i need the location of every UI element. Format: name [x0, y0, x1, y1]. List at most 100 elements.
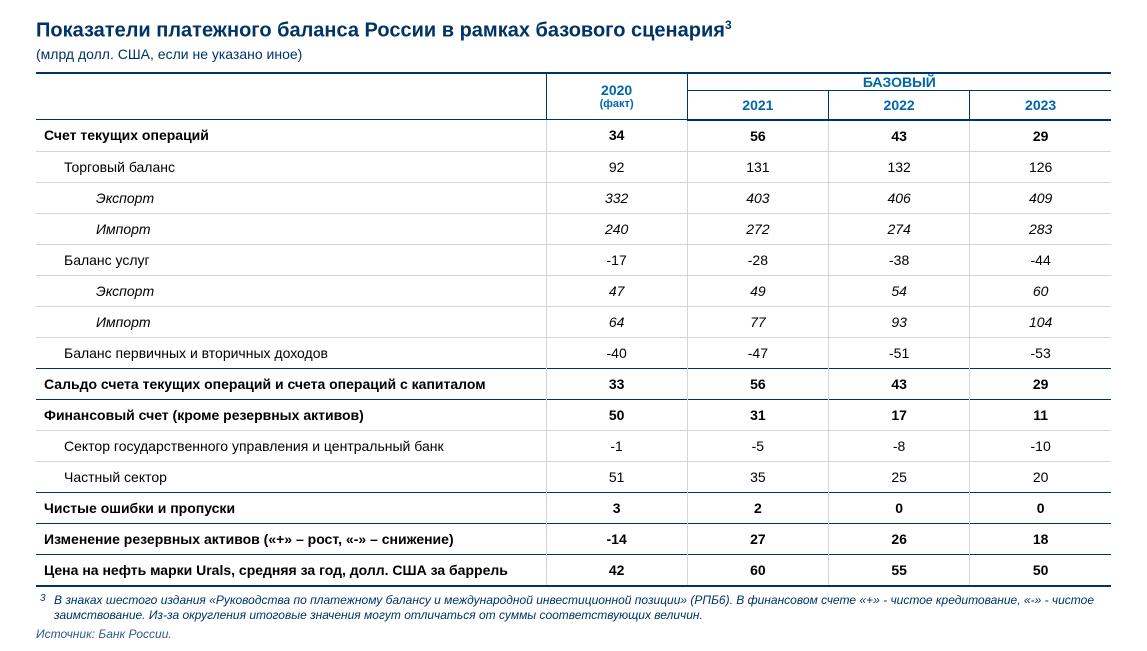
- table-row: Финансовый счет (кроме резервных активов…: [36, 399, 1111, 430]
- page-subtitle: (млрд долл. США, если не указано иное): [36, 46, 1111, 62]
- source-line: Источник: Банк России.: [36, 627, 1111, 641]
- row-value: 42: [546, 554, 687, 586]
- row-value: 0: [829, 492, 970, 523]
- row-value: -53: [970, 337, 1111, 368]
- table-row: Чистые ошибки и пропуски3200: [36, 492, 1111, 523]
- row-value: 54: [829, 275, 970, 306]
- title-super: 3: [725, 18, 732, 32]
- table-row: Сектор государственного управления и цен…: [36, 430, 1111, 461]
- row-value: 34: [546, 120, 687, 152]
- header-blank: [36, 73, 546, 120]
- row-value: 47: [546, 275, 687, 306]
- row-label: Частный сектор: [36, 461, 546, 492]
- table-row: Частный сектор51352520: [36, 461, 1111, 492]
- row-value: 409: [970, 182, 1111, 213]
- table-head: 2020 (факт) БАЗОВЫЙ 2021 2022 2023: [36, 73, 1111, 120]
- row-value: -47: [687, 337, 828, 368]
- row-value: 60: [970, 275, 1111, 306]
- row-value: 51: [546, 461, 687, 492]
- row-value: 77: [687, 306, 828, 337]
- table-row: Торговый баланс92131132126: [36, 151, 1111, 182]
- row-value: 56: [687, 368, 828, 399]
- row-value: 56: [687, 120, 828, 152]
- row-value: 27: [687, 523, 828, 554]
- row-value: 406: [829, 182, 970, 213]
- row-value: 92: [546, 151, 687, 182]
- row-label: Импорт: [36, 213, 546, 244]
- row-value: 43: [829, 120, 970, 152]
- table-row: Баланс первичных и вторичных доходов-40-…: [36, 337, 1111, 368]
- row-label: Экспорт: [36, 275, 546, 306]
- row-label: Счет текущих операций: [36, 120, 546, 152]
- row-value: 29: [970, 368, 1111, 399]
- row-label: Сальдо счета текущих операций и счета оп…: [36, 368, 546, 399]
- table-row: Импорт240272274283: [36, 213, 1111, 244]
- table-row: Сальдо счета текущих операций и счета оп…: [36, 368, 1111, 399]
- row-label: Сектор государственного управления и цен…: [36, 430, 546, 461]
- page-title: Показатели платежного баланса России в р…: [36, 18, 1111, 44]
- header-scenario: БАЗОВЫЙ: [687, 73, 1111, 91]
- row-value: 18: [970, 523, 1111, 554]
- row-value: -10: [970, 430, 1111, 461]
- row-value: 0: [970, 492, 1111, 523]
- row-value: 50: [546, 399, 687, 430]
- row-value: -40: [546, 337, 687, 368]
- row-value: -38: [829, 244, 970, 275]
- header-2023: 2023: [970, 90, 1111, 120]
- row-value: 131: [687, 151, 828, 182]
- row-value: -28: [687, 244, 828, 275]
- row-value: 50: [970, 554, 1111, 586]
- title-text: Показатели платежного баланса России в р…: [36, 20, 725, 42]
- document-page: Показатели платежного баланса России в р…: [0, 0, 1147, 651]
- row-value: 33: [546, 368, 687, 399]
- header-2022: 2022: [829, 90, 970, 120]
- row-value: -17: [546, 244, 687, 275]
- row-value: 93: [829, 306, 970, 337]
- row-value: 31: [687, 399, 828, 430]
- row-value: 3: [546, 492, 687, 523]
- header-2020-year: 2020: [601, 82, 632, 98]
- row-value: 104: [970, 306, 1111, 337]
- row-value: 272: [687, 213, 828, 244]
- row-value: -44: [970, 244, 1111, 275]
- row-label: Баланс услуг: [36, 244, 546, 275]
- table-row: Экспорт332403406409: [36, 182, 1111, 213]
- table-row: Экспорт47495460: [36, 275, 1111, 306]
- row-value: 25: [829, 461, 970, 492]
- row-value: 43: [829, 368, 970, 399]
- row-value: -5: [687, 430, 828, 461]
- row-value: 274: [829, 213, 970, 244]
- row-value: 55: [829, 554, 970, 586]
- row-value: -8: [829, 430, 970, 461]
- row-value: 132: [829, 151, 970, 182]
- row-label: Чистые ошибки и пропуски: [36, 492, 546, 523]
- footnote: 3В знаках шестого издания «Руководства п…: [36, 593, 1111, 623]
- row-value: 332: [546, 182, 687, 213]
- row-value: 35: [687, 461, 828, 492]
- table-row: Счет текущих операций34564329: [36, 120, 1111, 152]
- row-value: 126: [970, 151, 1111, 182]
- row-label: Изменение резервных активов («+» – рост,…: [36, 523, 546, 554]
- row-value: 240: [546, 213, 687, 244]
- row-label: Экспорт: [36, 182, 546, 213]
- row-value: 403: [687, 182, 828, 213]
- row-label: Импорт: [36, 306, 546, 337]
- row-label: Финансовый счет (кроме резервных активов…: [36, 399, 546, 430]
- row-value: -1: [546, 430, 687, 461]
- table-body: Счет текущих операций34564329Торговый ба…: [36, 120, 1111, 586]
- table-row: Импорт647793104: [36, 306, 1111, 337]
- row-value: 49: [687, 275, 828, 306]
- row-value: 17: [829, 399, 970, 430]
- row-value: 64: [546, 306, 687, 337]
- row-label: Баланс первичных и вторичных доходов: [36, 337, 546, 368]
- row-value: 26: [829, 523, 970, 554]
- table-row: Изменение резервных активов («+» – рост,…: [36, 523, 1111, 554]
- table-row: Баланс услуг-17-28-38-44: [36, 244, 1111, 275]
- row-value: 2: [687, 492, 828, 523]
- row-label: Торговый баланс: [36, 151, 546, 182]
- header-2021: 2021: [687, 90, 828, 120]
- row-value: 60: [687, 554, 828, 586]
- row-label: Цена на нефть марки Urals, средняя за го…: [36, 554, 546, 586]
- header-2020-sub: (факт): [547, 98, 687, 111]
- data-table: 2020 (факт) БАЗОВЫЙ 2021 2022 2023 Счет …: [36, 72, 1111, 587]
